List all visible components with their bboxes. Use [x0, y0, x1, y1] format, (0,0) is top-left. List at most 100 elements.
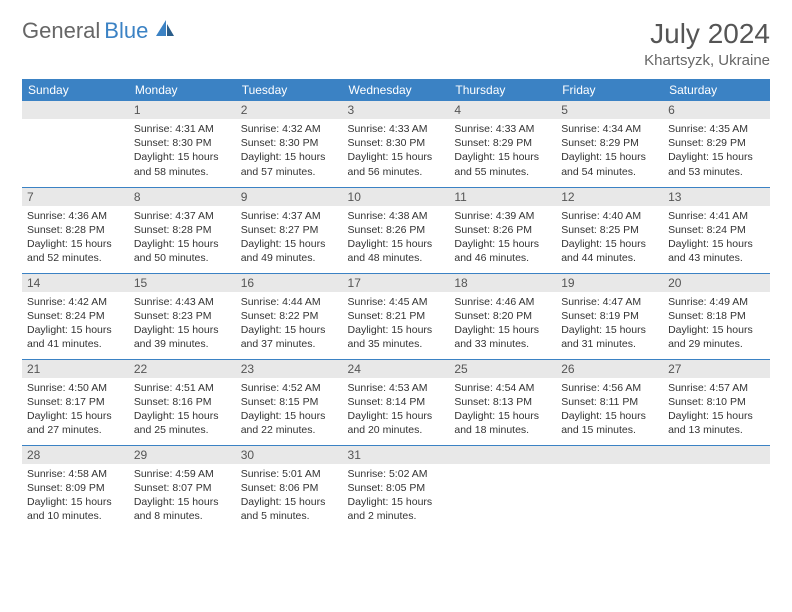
day-line: and 46 minutes.: [454, 251, 551, 265]
day-line: Sunset: 8:13 PM: [454, 395, 551, 409]
day-line: Sunset: 8:09 PM: [27, 481, 124, 495]
day-body: Sunrise: 4:42 AMSunset: 8:24 PMDaylight:…: [22, 292, 129, 356]
day-line: Sunset: 8:15 PM: [241, 395, 338, 409]
day-body: Sunrise: 5:02 AMSunset: 8:05 PMDaylight:…: [343, 464, 450, 528]
calendar-week-row: 7Sunrise: 4:36 AMSunset: 8:28 PMDaylight…: [22, 187, 770, 273]
day-body: Sunrise: 4:33 AMSunset: 8:30 PMDaylight:…: [343, 119, 450, 183]
day-line: Sunset: 8:30 PM: [241, 136, 338, 150]
day-number: 6: [663, 101, 770, 119]
calendar-cell: 16Sunrise: 4:44 AMSunset: 8:22 PMDayligh…: [236, 273, 343, 359]
day-number: 26: [556, 360, 663, 378]
day-line: Sunrise: 4:54 AM: [454, 381, 551, 395]
day-line: Sunset: 8:29 PM: [454, 136, 551, 150]
day-line: Sunrise: 4:31 AM: [134, 122, 231, 136]
day-line: Sunrise: 4:58 AM: [27, 467, 124, 481]
calendar-cell: 17Sunrise: 4:45 AMSunset: 8:21 PMDayligh…: [343, 273, 450, 359]
day-line: Daylight: 15 hours: [454, 409, 551, 423]
day-line: and 10 minutes.: [27, 509, 124, 523]
day-body: Sunrise: 4:39 AMSunset: 8:26 PMDaylight:…: [449, 206, 556, 270]
calendar-cell: 12Sunrise: 4:40 AMSunset: 8:25 PMDayligh…: [556, 187, 663, 273]
calendar-cell: 6Sunrise: 4:35 AMSunset: 8:29 PMDaylight…: [663, 101, 770, 187]
day-line: and 27 minutes.: [27, 423, 124, 437]
day-body: Sunrise: 4:32 AMSunset: 8:30 PMDaylight:…: [236, 119, 343, 183]
day-line: Sunset: 8:27 PM: [241, 223, 338, 237]
day-number: 3: [343, 101, 450, 119]
day-line: Sunrise: 4:44 AM: [241, 295, 338, 309]
day-line: Sunset: 8:11 PM: [561, 395, 658, 409]
day-line: Daylight: 15 hours: [241, 323, 338, 337]
day-line: Daylight: 15 hours: [668, 150, 765, 164]
day-body: Sunrise: 4:57 AMSunset: 8:10 PMDaylight:…: [663, 378, 770, 442]
logo: GeneralBlue: [22, 18, 176, 44]
day-number: [663, 446, 770, 464]
calendar-cell: 18Sunrise: 4:46 AMSunset: 8:20 PMDayligh…: [449, 273, 556, 359]
day-line: Sunset: 8:18 PM: [668, 309, 765, 323]
logo-text-1: General: [22, 18, 100, 44]
day-number: 21: [22, 360, 129, 378]
day-line: and 43 minutes.: [668, 251, 765, 265]
day-line: Sunset: 8:29 PM: [561, 136, 658, 150]
day-number: 24: [343, 360, 450, 378]
day-line: Sunrise: 4:53 AM: [348, 381, 445, 395]
day-number: 11: [449, 188, 556, 206]
calendar-cell: 24Sunrise: 4:53 AMSunset: 8:14 PMDayligh…: [343, 359, 450, 445]
day-line: and 41 minutes.: [27, 337, 124, 351]
calendar-cell: 27Sunrise: 4:57 AMSunset: 8:10 PMDayligh…: [663, 359, 770, 445]
calendar-cell: 23Sunrise: 4:52 AMSunset: 8:15 PMDayligh…: [236, 359, 343, 445]
day-line: and 25 minutes.: [134, 423, 231, 437]
day-line: Sunrise: 4:35 AM: [668, 122, 765, 136]
day-number: 9: [236, 188, 343, 206]
day-line: and 55 minutes.: [454, 165, 551, 179]
day-number: 25: [449, 360, 556, 378]
day-body: Sunrise: 4:37 AMSunset: 8:27 PMDaylight:…: [236, 206, 343, 270]
calendar-cell: 21Sunrise: 4:50 AMSunset: 8:17 PMDayligh…: [22, 359, 129, 445]
calendar-cell: 13Sunrise: 4:41 AMSunset: 8:24 PMDayligh…: [663, 187, 770, 273]
calendar-cell: [556, 445, 663, 531]
calendar-cell: 15Sunrise: 4:43 AMSunset: 8:23 PMDayligh…: [129, 273, 236, 359]
day-body: Sunrise: 4:52 AMSunset: 8:15 PMDaylight:…: [236, 378, 343, 442]
day-line: and 33 minutes.: [454, 337, 551, 351]
day-line: Sunrise: 4:37 AM: [134, 209, 231, 223]
day-line: Sunset: 8:24 PM: [668, 223, 765, 237]
day-line: Daylight: 15 hours: [241, 495, 338, 509]
day-number: 30: [236, 446, 343, 464]
day-line: and 57 minutes.: [241, 165, 338, 179]
day-line: Daylight: 15 hours: [134, 409, 231, 423]
calendar-cell: 30Sunrise: 5:01 AMSunset: 8:06 PMDayligh…: [236, 445, 343, 531]
calendar-cell: 25 Sunrise: 4:54 AMSunset: 8:13 PMDayligh…: [449, 359, 556, 445]
day-number: 7: [22, 188, 129, 206]
day-line: and 15 minutes.: [561, 423, 658, 437]
day-line: Sunrise: 4:36 AM: [27, 209, 124, 223]
day-line: and 52 minutes.: [27, 251, 124, 265]
day-line: and 31 minutes.: [561, 337, 658, 351]
calendar-cell: 8Sunrise: 4:37 AMSunset: 8:28 PMDaylight…: [129, 187, 236, 273]
day-body: Sunrise: 4:41 AMSunset: 8:24 PMDaylight:…: [663, 206, 770, 270]
day-line: Daylight: 15 hours: [348, 323, 445, 337]
day-line: Sunrise: 4:49 AM: [668, 295, 765, 309]
day-number: 8: [129, 188, 236, 206]
day-line: and 54 minutes.: [561, 165, 658, 179]
day-line: Sunrise: 4:46 AM: [454, 295, 551, 309]
weekday-header: Sunday: [22, 79, 129, 101]
day-body: Sunrise: 4:33 AMSunset: 8:29 PMDaylight:…: [449, 119, 556, 183]
day-number: 2: [236, 101, 343, 119]
calendar-cell: 20Sunrise: 4:49 AMSunset: 8:18 PMDayligh…: [663, 273, 770, 359]
day-body: Sunrise: 4:36 AMSunset: 8:28 PMDaylight:…: [22, 206, 129, 270]
day-line: Sunrise: 4:56 AM: [561, 381, 658, 395]
day-line: Sunset: 8:23 PM: [134, 309, 231, 323]
day-line: Daylight: 15 hours: [348, 409, 445, 423]
day-line: and 53 minutes.: [668, 165, 765, 179]
day-line: Sunset: 8:26 PM: [454, 223, 551, 237]
day-number: 23: [236, 360, 343, 378]
calendar-cell: 4Sunrise: 4:33 AMSunset: 8:29 PMDaylight…: [449, 101, 556, 187]
day-line: and 35 minutes.: [348, 337, 445, 351]
day-line: Sunset: 8:05 PM: [348, 481, 445, 495]
day-line: Sunrise: 4:59 AM: [134, 467, 231, 481]
day-line: and 48 minutes.: [348, 251, 445, 265]
day-line: Sunset: 8:28 PM: [27, 223, 124, 237]
day-line: Sunrise: 4:43 AM: [134, 295, 231, 309]
calendar-table: Sunday Monday Tuesday Wednesday Thursday…: [22, 79, 770, 531]
day-line: Sunrise: 4:52 AM: [241, 381, 338, 395]
calendar-cell: 9Sunrise: 4:37 AMSunset: 8:27 PMDaylight…: [236, 187, 343, 273]
day-number: 19: [556, 274, 663, 292]
